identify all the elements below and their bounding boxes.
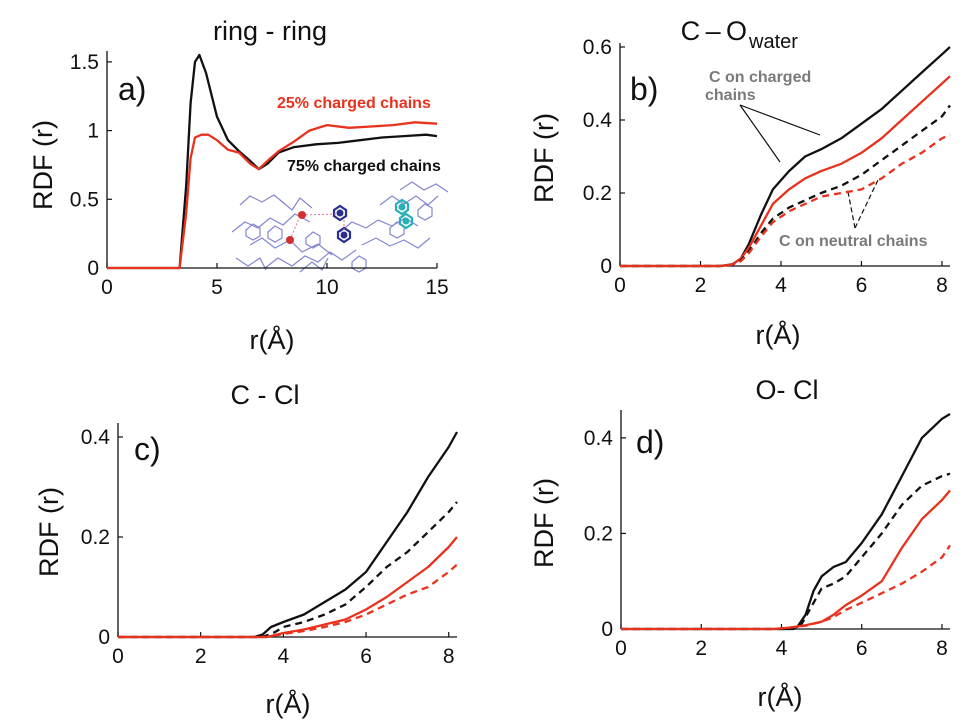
panel-b-x-tick-label: 2 — [695, 274, 707, 297]
panel-b-x-tick-label: 0 — [614, 274, 626, 297]
panel-c-x-tick-label: 8 — [443, 645, 455, 668]
panel-b-series-red-dashed-line — [620, 133, 951, 268]
panel-c-ylabel: RDF (r) — [34, 487, 64, 577]
panel-d-x-tick-label: 4 — [776, 637, 788, 660]
panel-b-y-tick-label: 0.4 — [583, 109, 613, 132]
panel-a-y-tick-label: 1 — [87, 120, 99, 143]
panel-a-x-tick-label: 10 — [315, 276, 338, 299]
panel-b-y-tick-label: 0.2 — [583, 182, 612, 205]
panel-a-y-tick-label: 0 — [87, 257, 99, 280]
panel-a-title: ring - ring — [213, 16, 327, 46]
panel-b-series-red-solid-line — [620, 75, 951, 268]
panel-a-y-tick-label: 1.5 — [70, 51, 99, 74]
panel-d-series-red-dashed-line — [621, 544, 951, 631]
annotation-chains: chains — [705, 87, 756, 104]
panel-d-x-tick-label: 8 — [936, 637, 948, 660]
panel-b-title-subscript: water — [748, 31, 798, 53]
panel-a-xlabel: r(Å) — [250, 324, 295, 355]
panel-d-series-red-solid-line — [621, 489, 951, 631]
panel-c-x-tick-label: 6 — [360, 645, 372, 668]
panel-d-title: O- Cl — [756, 375, 819, 405]
annotation-25-charged: 25% charged chains — [277, 95, 431, 112]
panel-b-xlabel: r(Å) — [756, 319, 801, 350]
panel-d-y-tick-label: 0 — [601, 618, 613, 641]
panel-d-ylabel: RDF (r) — [529, 478, 559, 568]
panel-c-x-tick-label: 4 — [278, 645, 290, 668]
panel-c-title: C - Cl — [231, 380, 300, 410]
panel-b-y-tick-label: 0.6 — [583, 36, 612, 59]
panel-a: ring - ring a) RDF (r) r(Å) — [28, 16, 449, 355]
panel-c-y-tick-label: 0.4 — [81, 426, 111, 449]
panel-d-xlabel: r(Å) — [758, 681, 803, 712]
panel-d-series-black-solid-line — [621, 413, 951, 631]
panel-a-x-tick-label: 5 — [211, 276, 223, 299]
panel-d-letter: d) — [636, 424, 664, 460]
panel-b-x-tick-label: 4 — [775, 274, 787, 297]
annotation-75-charged: 75% charged chains — [287, 158, 441, 175]
panel-c-y-tick-label: 0.2 — [81, 526, 110, 549]
panel-a-letter: a) — [118, 71, 146, 107]
molecule-inset-image — [231, 181, 449, 273]
panel-a-x-tick-label: 0 — [101, 276, 113, 299]
panel-d: O- Cl d) RDF (r) r(Å) 0 2 4 6 8 0 0.2 0.4 — [529, 375, 951, 712]
panel-a-series-red-solid-line — [107, 121, 438, 270]
panel-c-x-tick-label: 2 — [195, 645, 207, 668]
panel-a-x-tick-label: 15 — [425, 276, 448, 299]
panel-b-title: C – O — [681, 16, 747, 46]
panel-d-x-tick-label: 2 — [695, 637, 707, 660]
annotation-c-on-charged: C on charged — [709, 69, 811, 86]
panel-b-x-tick-label: 6 — [856, 274, 868, 297]
panel-d-y-tick-label: 0.4 — [584, 427, 614, 450]
panel-c-y-tick-label: 0 — [98, 626, 110, 649]
panel-c-series-red-dashed-line — [118, 563, 458, 639]
panel-b-y-tick-label: 0 — [600, 255, 612, 278]
panel-b-ylabel: RDF (r) — [529, 113, 559, 203]
panel-c-series-black-solid-line — [118, 431, 459, 639]
panel-a-series-black-solid-line — [107, 53, 438, 270]
panel-d-x-tick-label: 6 — [856, 637, 868, 660]
panel-a-y-tick-label: 0.5 — [70, 188, 99, 211]
panel-c-series-black-dashed-line — [118, 501, 458, 639]
panel-d-series-black-dashed-line — [621, 472, 951, 631]
panel-a-ylabel: RDF (r) — [28, 120, 58, 210]
panel-d-y-tick-label: 0.2 — [584, 522, 613, 545]
panel-c-xlabel: r(Å) — [266, 688, 311, 719]
panel-c: C - Cl c) RDF (r) r(Å) 0 2 4 6 8 0 0.2 0.4 — [34, 380, 459, 719]
panel-b-letter: b) — [630, 71, 658, 107]
panel-c-x-tick-label: 0 — [112, 645, 124, 668]
annotation-c-on-neutral: C on neutral chains — [779, 233, 928, 250]
inset-highlight-group — [286, 198, 414, 244]
panel-b: C – O water b) RDF (r) r(Å) C on charged… — [529, 16, 951, 350]
annotation-leader-lines — [739, 104, 879, 229]
panel-c-letter: c) — [134, 431, 161, 467]
panel-d-x-tick-label: 0 — [615, 637, 627, 660]
panel-b-x-tick-label: 8 — [936, 274, 948, 297]
